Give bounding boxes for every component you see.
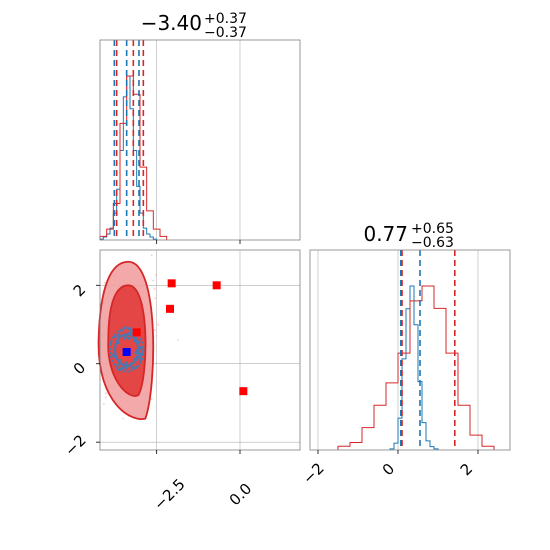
blue-sample-point: [137, 340, 141, 344]
blue-sample-point: [117, 358, 121, 363]
blue-sample-point: [111, 353, 115, 357]
blue-sample-point: [133, 338, 137, 343]
scatter-point: [103, 281, 106, 284]
marginal-y-panel: −2 0 2 0.77 +0.65 −0.63: [299, 221, 511, 488]
blue-sample-point: [140, 351, 145, 355]
marginal-y-xtick-label: 0: [379, 460, 398, 479]
joint-ytick-label: 0: [70, 359, 89, 378]
marginal-x-title: −3.40: [141, 11, 202, 35]
blue-sample-point: [129, 329, 133, 333]
marginal-x-title-sup: +0.37: [204, 11, 247, 27]
scatter-point: [153, 287, 156, 290]
marginal-x-title-sub: −0.37: [204, 25, 247, 41]
blue-sample-point: [133, 336, 138, 340]
red-square-marker: [166, 304, 174, 313]
scatter-point: [105, 392, 107, 395]
marginal-y-frame: [309, 249, 511, 451]
scatter-point: [152, 279, 155, 282]
marginal-y-title-sup: +0.65: [411, 221, 454, 237]
blue-sample-point: [109, 341, 113, 345]
blue-sample-point: [126, 332, 131, 336]
blue-sample-point: [129, 362, 133, 366]
histogram-series: [337, 285, 495, 450]
blue-sample-point: [123, 326, 127, 330]
blue-sample-point: [125, 364, 129, 368]
red-square-marker: [132, 328, 141, 337]
blue-sample-point: [124, 361, 128, 365]
joint-frame: [99, 249, 301, 451]
scatter-point: [157, 324, 160, 326]
marginal-y-grid: [317, 250, 479, 450]
histogram-series: [389, 285, 439, 450]
blue-square-marker: [122, 347, 131, 356]
marginal-x-panel: −3.40 +0.37 −0.37: [99, 11, 301, 244]
scatter-point: [155, 322, 158, 324]
red-square-marker: [167, 279, 176, 288]
blue-sample-point: [130, 365, 134, 370]
blue-sample-point: [134, 365, 138, 369]
red-square-marker: [239, 387, 248, 396]
scatter-point: [154, 297, 156, 300]
blue-sample-point: [117, 333, 121, 337]
marginal-x-grid: [156, 40, 241, 240]
blue-sample-point: [127, 336, 131, 341]
scatter-point: [122, 417, 125, 420]
blue-sample-point: [138, 358, 142, 362]
marginal-y-xtick-label: −2: [299, 459, 327, 487]
blue-sample-point: [113, 335, 117, 339]
blue-sample-point: [138, 355, 142, 360]
joint-ytick-label: −2: [61, 431, 89, 459]
marginal-x-frame: [99, 39, 301, 241]
histogram-series: [99, 75, 158, 240]
joint-panel: −2.5 0.0 −2 0 2: [61, 249, 301, 514]
marginal-y-title-sub: −0.63: [411, 235, 454, 251]
scatter-point: [104, 396, 107, 399]
blue-sample-point: [134, 351, 138, 355]
marginal-x-title-value: −3.40: [141, 11, 202, 35]
marginal-y-quantile-lines: [399, 250, 456, 450]
blue-sample-point: [123, 336, 127, 340]
marginal-y-title: 0.77: [363, 222, 408, 246]
scatter-point: [150, 398, 153, 401]
red-square-marker: [212, 281, 221, 290]
joint-xtick-label: −2.5: [150, 475, 188, 513]
marginal-y-histograms: [337, 285, 495, 450]
blue-sample-point: [120, 366, 125, 370]
blue-sample-point: [113, 354, 117, 359]
marginal-y-ticks: [317, 450, 479, 454]
scatter-point: [154, 329, 156, 331]
marginal-y-title-value: 0.77: [363, 222, 408, 246]
blue-sample-point: [117, 368, 122, 372]
blue-sample-point: [135, 349, 140, 353]
scatter-point: [155, 335, 158, 338]
marginal-x-quantile-lines: [113, 40, 145, 240]
blue-sample-point: [138, 346, 142, 350]
blue-sample-point: [116, 363, 120, 367]
scatter-point: [102, 403, 105, 406]
blue-sample-point: [119, 328, 124, 333]
blue-sample-point: [134, 358, 138, 362]
joint-markers: [122, 279, 248, 396]
joint-ytick-label: 2: [70, 281, 89, 300]
blue-sample-point: [116, 341, 120, 345]
scatter-point: [150, 254, 153, 257]
scatter-point: [154, 274, 157, 276]
blue-sample-point: [127, 326, 132, 331]
joint-ticks: [96, 284, 241, 454]
joint-contours: [97, 260, 155, 420]
marginal-y-xtick-label: 2: [457, 460, 476, 479]
blue-contour: [108, 327, 145, 373]
joint-xtick-label: 0.0: [226, 480, 256, 510]
scatter-point: [177, 338, 179, 341]
marginal-x-ticks: [156, 240, 241, 244]
